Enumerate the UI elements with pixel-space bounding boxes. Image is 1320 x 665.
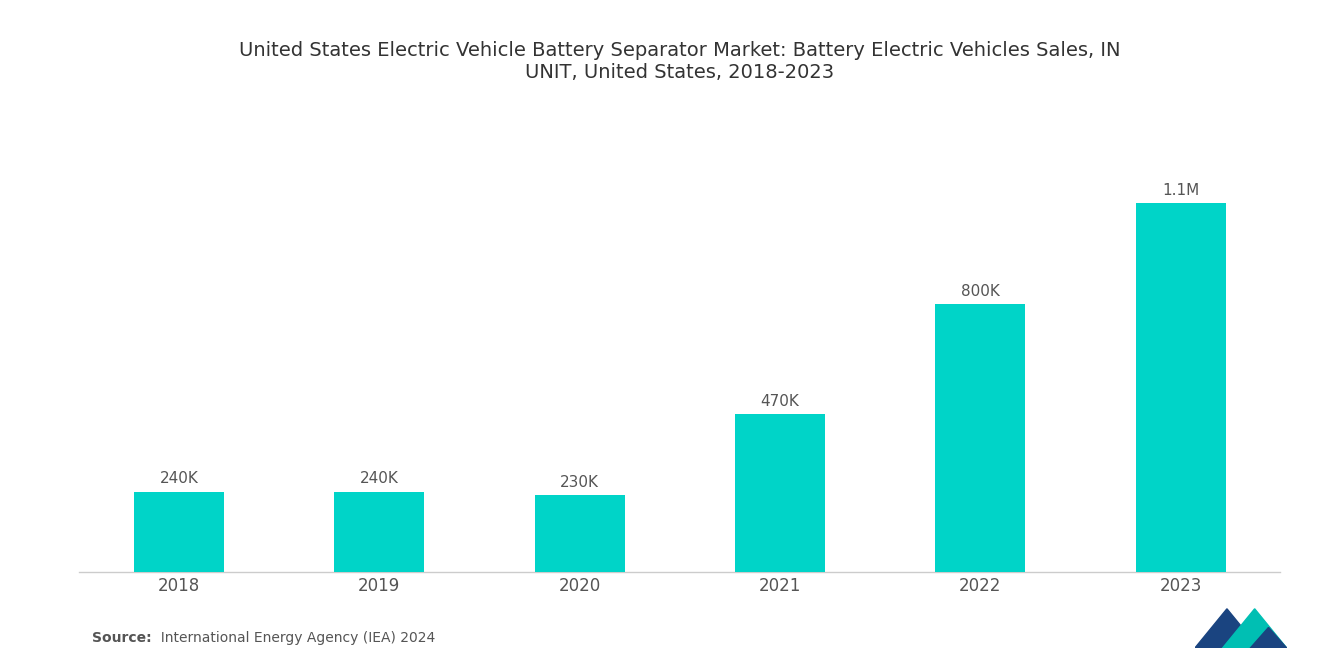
Text: 800K: 800K xyxy=(961,284,999,299)
Polygon shape xyxy=(1195,609,1259,648)
Bar xyxy=(535,495,624,572)
Text: 240K: 240K xyxy=(160,471,198,487)
Polygon shape xyxy=(1250,628,1287,648)
Text: 230K: 230K xyxy=(560,475,599,490)
Bar xyxy=(133,491,224,572)
Text: 240K: 240K xyxy=(360,471,399,487)
Bar xyxy=(1135,203,1226,572)
Polygon shape xyxy=(1222,609,1287,648)
Bar xyxy=(334,491,424,572)
Text: 470K: 470K xyxy=(760,394,800,410)
Bar xyxy=(735,414,825,572)
Text: 1.1M: 1.1M xyxy=(1162,184,1200,198)
Text: Source:: Source: xyxy=(92,631,152,645)
Text: International Energy Agency (IEA) 2024: International Energy Agency (IEA) 2024 xyxy=(152,631,436,645)
Title: United States Electric Vehicle Battery Separator Market: Battery Electric Vehicl: United States Electric Vehicle Battery S… xyxy=(239,41,1121,82)
Bar xyxy=(936,304,1026,572)
